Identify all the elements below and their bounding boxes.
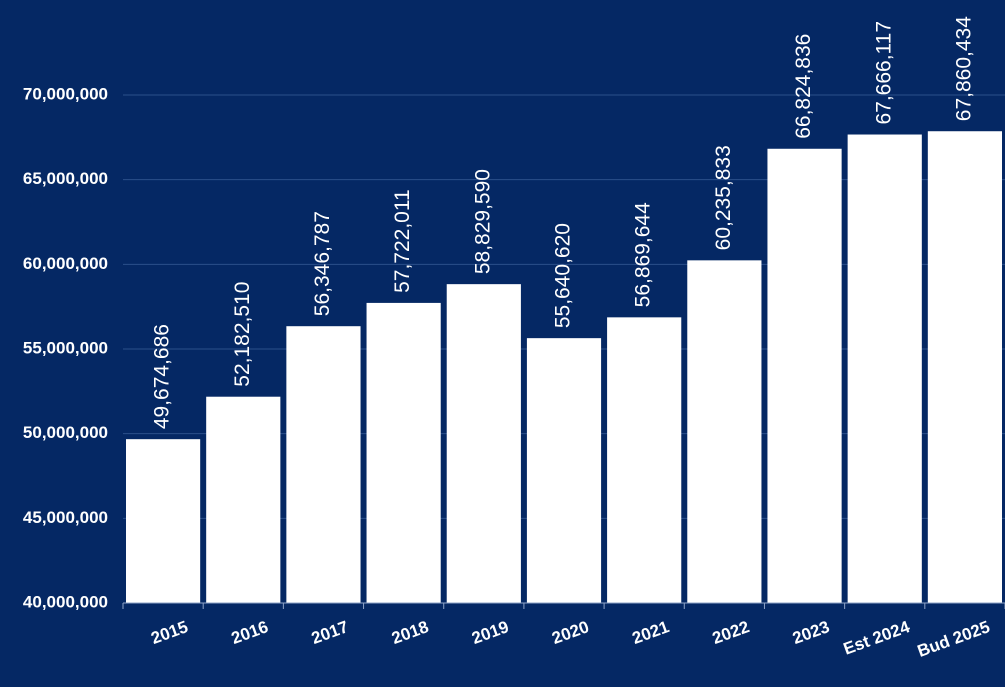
data-label: 49,674,686	[151, 324, 174, 429]
x-tick-label: 2018	[389, 617, 431, 648]
x-axis	[122, 602, 1005, 609]
bar	[286, 326, 361, 603]
bar	[927, 131, 1002, 603]
data-label: 56,346,787	[311, 211, 334, 316]
bars	[126, 131, 1002, 603]
data-label: 55,640,620	[552, 223, 575, 328]
bar	[687, 260, 762, 603]
y-tick-label: 45,000,000	[23, 508, 108, 527]
bar	[767, 148, 842, 603]
x-tick-label: 2023	[790, 617, 832, 648]
bar	[526, 338, 602, 603]
y-tick-label: 50,000,000	[23, 423, 108, 442]
x-tick-label: Bud 2025	[915, 617, 993, 661]
x-tick-label: 2022	[710, 617, 752, 648]
bar	[366, 302, 441, 603]
bar	[206, 396, 281, 603]
y-axis-tick-labels: 40,000,000 45,000,000 50,000,000 55,000,000…	[23, 84, 108, 611]
x-tick-label: 2017	[309, 617, 351, 648]
bar	[847, 134, 922, 603]
x-tick-label: 2015	[149, 617, 191, 648]
y-tick-label: 65,000,000	[23, 169, 108, 188]
x-tick-label: 2021	[630, 617, 672, 648]
x-tick-label: Est 2024	[841, 617, 913, 659]
x-axis-tick-labels: 2015 2016 2017 2018 2019 2020 2021 2022 2023 Est …	[149, 617, 993, 661]
x-tick-label: 2020	[549, 617, 591, 648]
data-label: 52,182,510	[231, 282, 254, 387]
data-label: 58,829,590	[471, 169, 494, 274]
bar	[126, 439, 201, 603]
data-label: 57,722,011	[391, 189, 414, 293]
y-tick-label: 55,000,000	[23, 338, 108, 357]
data-label: 67,666,117	[872, 21, 895, 125]
y-tick-label: 40,000,000	[23, 592, 108, 611]
bar	[446, 284, 521, 603]
data-label: 60,235,833	[712, 145, 735, 250]
y-tick-label: 70,000,000	[23, 84, 108, 103]
bar	[607, 317, 682, 603]
data-label: 56,869,644	[632, 202, 655, 307]
data-label: 66,824,836	[792, 34, 815, 139]
y-tick-label: 60,000,000	[23, 254, 108, 273]
data-labels: 49,674,686 52,182,510 56,346,787 57,722,011…	[151, 16, 976, 429]
x-tick-label: 2016	[229, 617, 271, 648]
data-label: 67,860,434	[952, 16, 975, 121]
x-tick-label: 2019	[469, 617, 511, 648]
